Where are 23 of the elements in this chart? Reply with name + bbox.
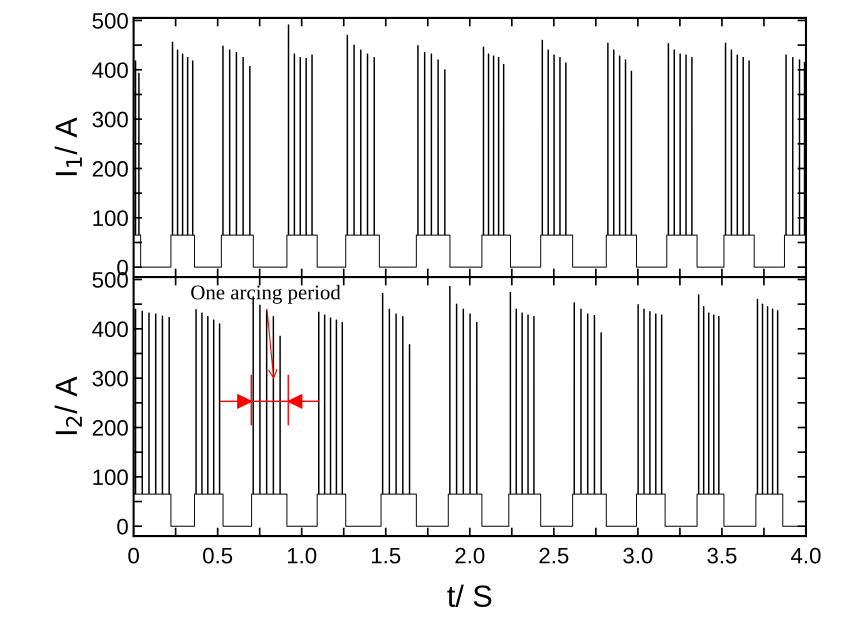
- y-tick-label: 300: [92, 112, 128, 128]
- y-tick-label: 400: [92, 321, 128, 338]
- annotation: One arcing period: [191, 284, 341, 304]
- x-tick-label: 4.0: [791, 548, 821, 564]
- y-tick-label: 0: [117, 518, 128, 534]
- x-tick-label: 2.0: [455, 548, 484, 564]
- x-tick-label: 1.5: [372, 548, 400, 564]
- y-tick-label: 200: [92, 420, 128, 436]
- x-axis-title: t/ S: [447, 584, 492, 608]
- y-axis-title: I$_{1}$/ A: [54, 117, 82, 176]
- y-tick-label: 100: [93, 210, 128, 226]
- x-tick-label: 3.0: [623, 548, 652, 564]
- y-tick-label: 200: [92, 161, 128, 177]
- y-tick-label: 300: [92, 370, 128, 386]
- y-axis-title: I$_{2}$/ A: [54, 376, 82, 434]
- x-tick-label: 2.5: [540, 548, 568, 564]
- x-tick-label: 0.5: [203, 548, 232, 564]
- x-tick-label: 0: [128, 548, 139, 564]
- y-tick-label: 100: [93, 469, 128, 486]
- x-tick-label: 1.0: [288, 548, 316, 564]
- y-tick-label: 400: [92, 62, 128, 78]
- x-tick-label: 3.5: [707, 548, 736, 564]
- y-tick-label: 500: [92, 12, 128, 29]
